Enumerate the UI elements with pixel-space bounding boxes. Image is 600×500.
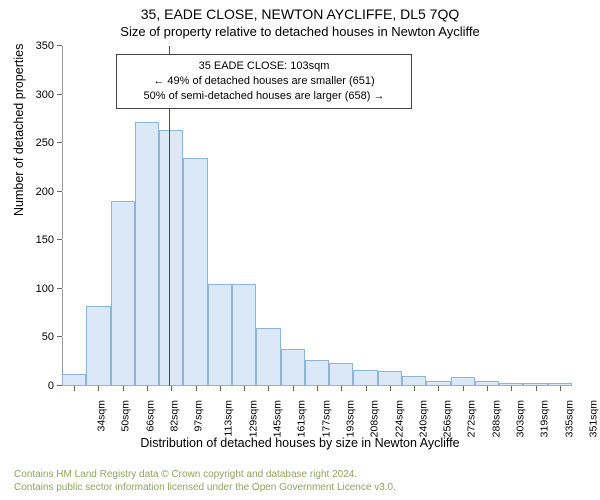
- y-axis-line: [62, 46, 63, 386]
- xtick-mark: [196, 386, 197, 391]
- xtick-mark: [244, 386, 245, 391]
- histogram-bar: [256, 328, 280, 386]
- xtick-mark: [414, 386, 415, 391]
- ytick-label: 50: [42, 331, 62, 343]
- xtick-mark: [487, 386, 488, 391]
- xtick-label: 193sqm: [344, 400, 356, 437]
- xtick-label: 288sqm: [490, 400, 502, 437]
- xtick-mark: [171, 386, 172, 391]
- xtick-label: 177sqm: [320, 400, 332, 437]
- histogram-bar: [111, 201, 135, 386]
- histogram-bar: [232, 284, 256, 386]
- histogram-bar: [329, 363, 353, 386]
- xtick-mark: [98, 386, 99, 391]
- grid-line: [62, 45, 572, 46]
- ytick-label: 350: [36, 40, 62, 52]
- xtick-label: 97sqm: [193, 400, 205, 432]
- histogram-bar: [135, 122, 159, 386]
- xtick-mark: [366, 386, 367, 391]
- x-axis-label: Distribution of detached houses by size …: [0, 436, 600, 450]
- histogram-bar: [159, 130, 183, 386]
- callout-line: 50% of semi-detached houses are larger (…: [125, 89, 403, 104]
- xtick-label: 319sqm: [539, 400, 551, 437]
- xtick-mark: [293, 386, 294, 391]
- footer-attribution: Contains HM Land Registry data © Crown c…: [14, 468, 396, 494]
- histogram-bar: [451, 377, 475, 386]
- page-title: 35, EADE CLOSE, NEWTON AYCLIFFE, DL5 7QQ: [0, 0, 600, 22]
- histogram-bar: [305, 360, 329, 386]
- xtick-label: 34sqm: [96, 400, 108, 432]
- xtick-mark: [390, 386, 391, 391]
- xtick-label: 240sqm: [417, 400, 429, 437]
- histogram-bar: [378, 371, 402, 386]
- xtick-label: 82sqm: [169, 400, 181, 432]
- xtick-mark: [511, 386, 512, 391]
- callout-box: 35 EADE CLOSE: 103sqm← 49% of detached h…: [116, 54, 412, 109]
- ytick-label: 200: [36, 186, 62, 198]
- xtick-mark: [147, 386, 148, 391]
- xtick-label: 208sqm: [369, 400, 381, 437]
- xtick-label: 335sqm: [563, 400, 575, 437]
- xtick-label: 129sqm: [247, 400, 259, 437]
- xtick-mark: [536, 386, 537, 391]
- xtick-label: 351sqm: [587, 400, 599, 437]
- xtick-mark: [123, 386, 124, 391]
- histogram-bar: [402, 376, 426, 386]
- xtick-label: 113sqm: [222, 400, 234, 437]
- footer-line1: Contains HM Land Registry data © Crown c…: [14, 468, 396, 481]
- histogram-bar: [183, 158, 207, 386]
- histogram-chart: 05010015020025030035034sqm50sqm66sqm82sq…: [62, 46, 572, 386]
- ytick-label: 0: [48, 380, 62, 392]
- xtick-label: 161sqm: [296, 400, 308, 437]
- xtick-mark: [74, 386, 75, 391]
- footer-line2: Contains public sector information licen…: [14, 481, 396, 494]
- xtick-mark: [220, 386, 221, 391]
- xtick-label: 224sqm: [393, 400, 405, 437]
- xtick-label: 145sqm: [272, 400, 284, 437]
- xtick-mark: [560, 386, 561, 391]
- xtick-mark: [268, 386, 269, 391]
- page-subtitle: Size of property relative to detached ho…: [0, 22, 600, 39]
- xtick-label: 272sqm: [466, 400, 478, 437]
- xtick-mark: [438, 386, 439, 391]
- histogram-bar: [86, 306, 110, 386]
- callout-line: 35 EADE CLOSE: 103sqm: [125, 59, 403, 74]
- xtick-label: 303sqm: [514, 400, 526, 437]
- xtick-label: 256sqm: [442, 400, 454, 437]
- histogram-bar: [281, 349, 305, 386]
- callout-line: ← 49% of detached houses are smaller (65…: [125, 74, 403, 89]
- histogram-bar: [62, 374, 86, 386]
- xtick-label: 50sqm: [120, 400, 132, 432]
- xtick-mark: [463, 386, 464, 391]
- histogram-bar: [353, 370, 377, 386]
- ytick-label: 300: [36, 89, 62, 101]
- ytick-label: 100: [36, 283, 62, 295]
- ytick-label: 250: [36, 137, 62, 149]
- y-axis-label: Number of detached properties: [12, 44, 26, 216]
- xtick-mark: [341, 386, 342, 391]
- ytick-label: 150: [36, 234, 62, 246]
- xtick-mark: [317, 386, 318, 391]
- xtick-label: 66sqm: [144, 400, 156, 432]
- histogram-bar: [208, 284, 232, 386]
